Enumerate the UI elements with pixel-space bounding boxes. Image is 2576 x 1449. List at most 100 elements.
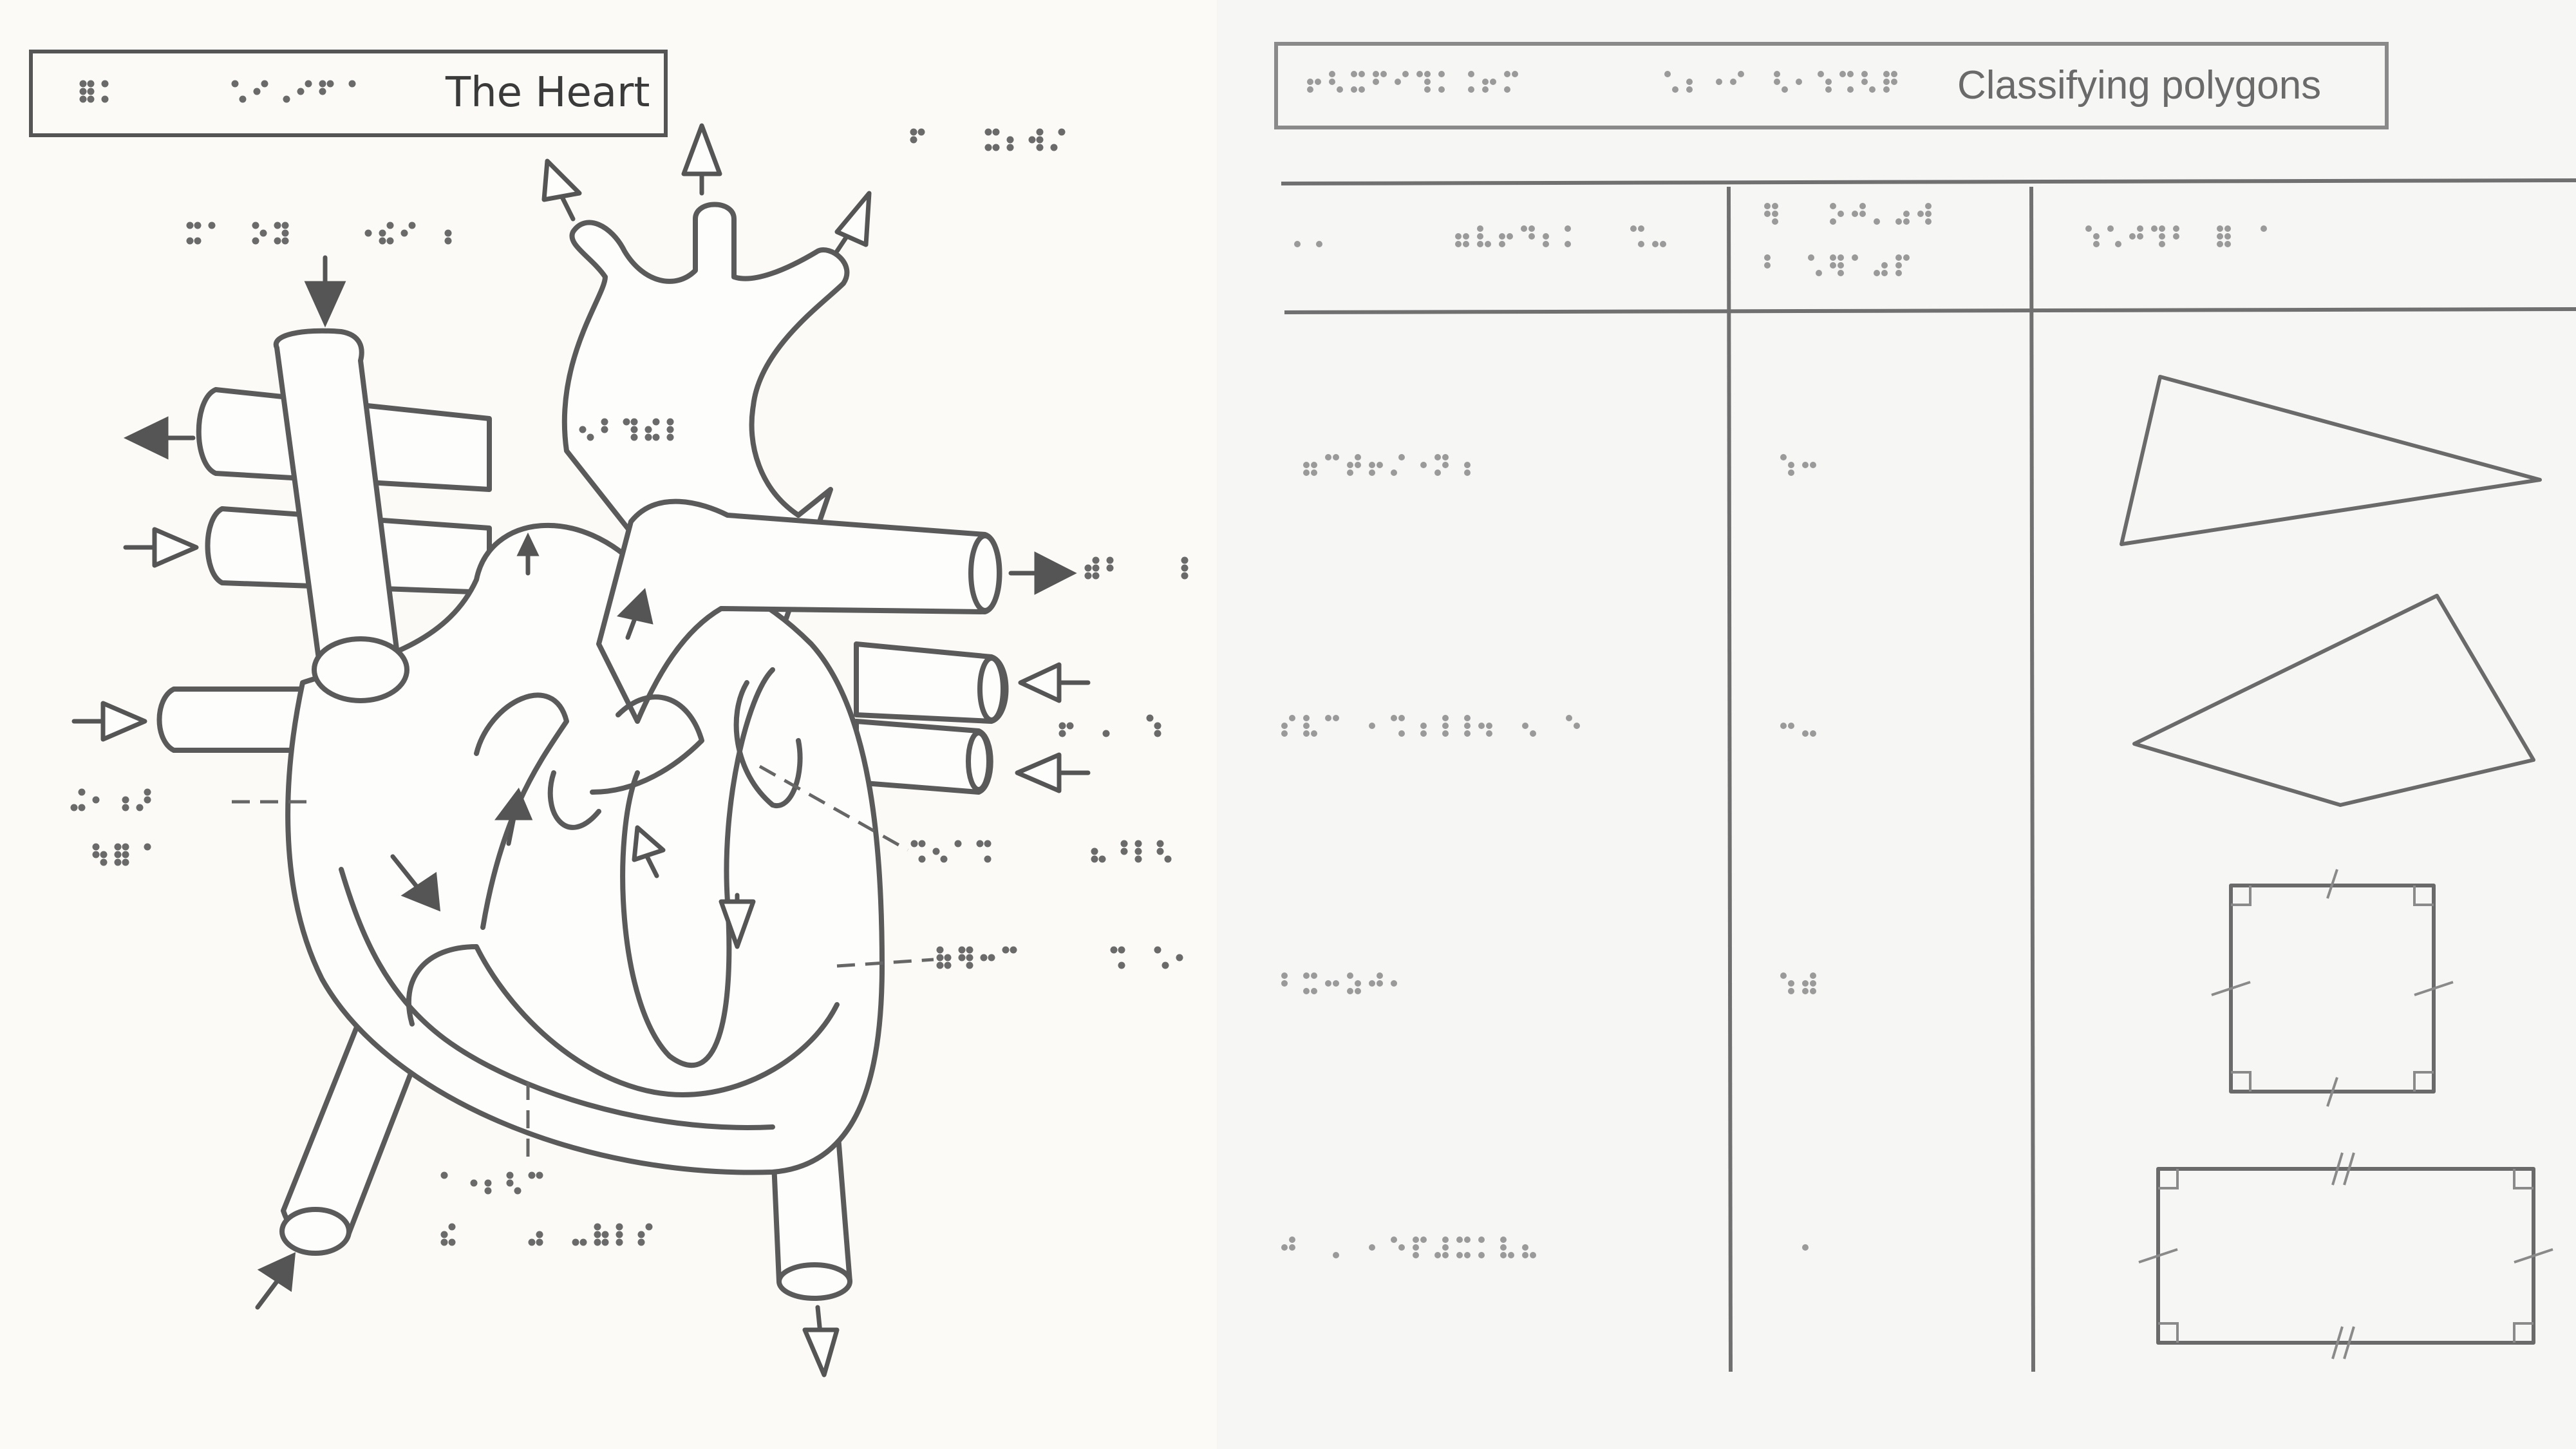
heart-panel: The Heart bbox=[29, 50, 1189, 1378]
square-tick-left bbox=[2211, 981, 2251, 996]
braille-label-valve-1 bbox=[910, 840, 992, 863]
square-tick-bottom bbox=[2326, 1077, 2338, 1107]
right-vein-inflow-2-head bbox=[1015, 752, 1062, 793]
leader-right-label-2 bbox=[836, 958, 934, 968]
septum bbox=[620, 667, 775, 1068]
la-arrow-head bbox=[494, 788, 533, 820]
lung-outflow-arrow-head bbox=[123, 416, 169, 460]
table-column-divider-1 bbox=[1727, 186, 1733, 1372]
square-corner-br bbox=[2413, 1071, 2434, 1092]
braille-poly-title-1 bbox=[1307, 71, 1518, 93]
heart-body bbox=[285, 522, 885, 1175]
heart-title-box bbox=[29, 50, 668, 137]
polygon-panel: Classifying polygons bbox=[1274, 42, 2576, 1372]
superior-vena-cava-opening bbox=[312, 636, 409, 703]
braille-row-sides-4 bbox=[1802, 1244, 1809, 1251]
braille-row-sides-1 bbox=[1780, 454, 1816, 476]
braille-title-word-2 bbox=[231, 80, 356, 103]
braille-label-valve-2 bbox=[1091, 840, 1172, 863]
rect-tick-left bbox=[2138, 1248, 2178, 1264]
polygon-title-box bbox=[1274, 42, 2389, 129]
polygon-table-rules bbox=[1281, 178, 2576, 1372]
braille-label-aorta-1 bbox=[910, 128, 925, 144]
polygon-markers bbox=[2138, 869, 2553, 1359]
left-atrium-outline bbox=[474, 692, 569, 930]
polygon-title: Classifying polygons bbox=[1957, 63, 2321, 108]
braille-label-pulm-2 bbox=[1181, 556, 1189, 580]
ra-arrow-1-head bbox=[400, 871, 441, 912]
svc-inflow-arrow-head bbox=[304, 281, 346, 328]
rect-corner-tl bbox=[2158, 1169, 2179, 1189]
leader-right-label-1 bbox=[758, 764, 909, 852]
rect-tick-bottom-2 bbox=[2343, 1326, 2355, 1359]
braille-label-wall-1 bbox=[440, 1171, 543, 1195]
table-top-rule bbox=[1281, 178, 2576, 185]
lung-inflow-arrow-head bbox=[152, 527, 199, 568]
braille-label-atrium-2 bbox=[92, 843, 151, 866]
braille-label-svc-1 bbox=[186, 222, 289, 245]
blood-flow-arrows-filled bbox=[123, 255, 1077, 1310]
square-corner-bl bbox=[2231, 1071, 2252, 1092]
braille-row-shape-3 bbox=[1281, 972, 1397, 994]
heart-braille-labels bbox=[70, 128, 1189, 1246]
heart-diagram bbox=[156, 202, 1009, 1301]
rect-tick-top-1 bbox=[2331, 1152, 2344, 1186]
right-valve-flap bbox=[733, 680, 803, 809]
braille-row-shape-4 bbox=[1281, 1236, 1536, 1258]
braille-label-wall-2 bbox=[440, 1223, 653, 1246]
braille-row-sides-2 bbox=[1780, 723, 1816, 737]
rect-tick-top-2 bbox=[2343, 1152, 2355, 1186]
pulmonary-trunk-opening bbox=[968, 533, 1002, 613]
small-upward-arrow-head bbox=[516, 532, 540, 556]
descending-outflow-arrow-head bbox=[802, 1327, 840, 1378]
lower-left-vessel bbox=[156, 687, 305, 753]
rect-corner-tr bbox=[2513, 1169, 2534, 1189]
aorta-branch-right-arrow-head bbox=[834, 191, 872, 247]
table-header-rule bbox=[1284, 307, 2576, 314]
braille-header-1a bbox=[1294, 241, 1322, 247]
aorta-branch-mid-arrow-head bbox=[681, 123, 722, 176]
braille-poly-title-2 bbox=[1664, 71, 1897, 93]
braille-label-aorta-2 bbox=[984, 128, 1066, 151]
braille-label-arch bbox=[579, 418, 674, 441]
braille-label-pulm-1 bbox=[1084, 556, 1114, 580]
left-ventricle-wall bbox=[406, 944, 840, 1097]
triangle-shape bbox=[2120, 375, 2542, 546]
right-upper-vein-opening bbox=[977, 656, 1006, 723]
braille-header-1c bbox=[1455, 225, 1666, 247]
inner-wall bbox=[339, 867, 775, 1130]
square-tick-right bbox=[2414, 981, 2454, 996]
left-valve-flap bbox=[547, 770, 601, 830]
polygon-title-braille bbox=[1307, 71, 1897, 93]
heart-title-braille bbox=[79, 80, 356, 103]
lv-arrow-head bbox=[719, 899, 756, 949]
ivc-inflow-arrow-shaft bbox=[255, 1279, 279, 1310]
pulmonary-outflow-arrow-head bbox=[1034, 551, 1077, 595]
ra-arrow-1-shaft bbox=[390, 854, 421, 891]
heart-title: The Heart bbox=[445, 69, 650, 117]
braille-row-shape-2 bbox=[1281, 715, 1580, 737]
right-lower-vein-opening bbox=[966, 730, 992, 792]
braille-row-sides-3 bbox=[1780, 972, 1816, 994]
aorta-branch-left-arrow-head bbox=[541, 158, 582, 202]
square-corner-tr bbox=[2413, 886, 2434, 906]
inferior-vena-cava-opening bbox=[279, 1207, 352, 1256]
braille-header-2a bbox=[1764, 203, 1932, 225]
body-inflow-arrow-head bbox=[100, 701, 147, 742]
rect-tick-right bbox=[2514, 1248, 2553, 1264]
superior-vena-cava bbox=[273, 328, 402, 685]
braille-row-shape-1 bbox=[1303, 454, 1471, 476]
braille-title-word-1 bbox=[79, 80, 109, 103]
ivc-inflow-arrow-head bbox=[257, 1252, 296, 1293]
rect-corner-br bbox=[2513, 1322, 2534, 1343]
polygon-table-braille bbox=[1281, 203, 2267, 1258]
rect-tick-bottom-1 bbox=[2331, 1326, 2344, 1359]
braille-header-3 bbox=[2085, 225, 2267, 247]
braille-header-2b bbox=[1764, 254, 1910, 276]
right-vein-inflow-1-head bbox=[1018, 662, 1062, 703]
square-corner-tl bbox=[2231, 886, 2252, 906]
quadrilateral-shape bbox=[2132, 594, 2535, 807]
trunk-arrow-head bbox=[617, 588, 653, 625]
